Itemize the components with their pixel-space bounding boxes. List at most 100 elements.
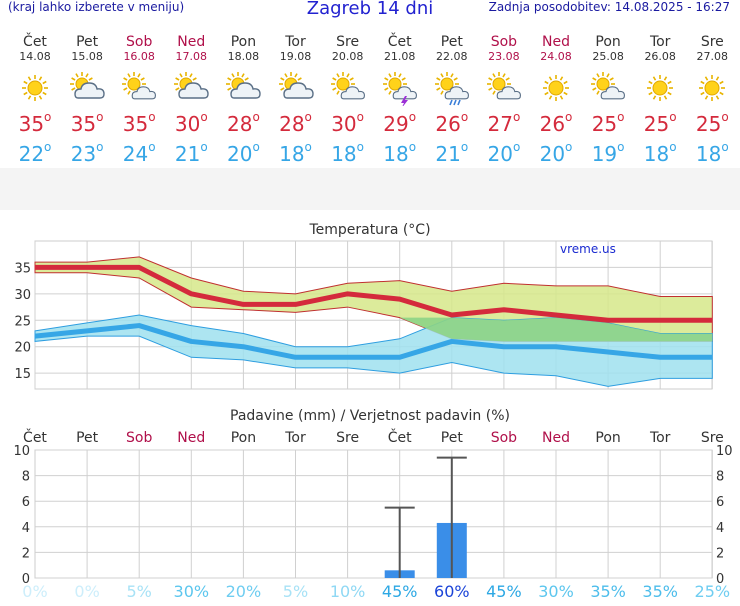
y-tick-label: 15 [14, 367, 31, 382]
max-temp: 35o [9, 112, 61, 136]
degree-symbol: o [617, 140, 624, 154]
sun-cloud-icon [67, 70, 119, 108]
degree-symbol: o [617, 110, 624, 124]
degree-symbol: o [461, 110, 468, 124]
x-tick-label: Sob [126, 430, 152, 446]
precip-probability: 0% [74, 582, 99, 601]
degree-symbol: o [513, 110, 520, 124]
precip-probability: 20% [226, 582, 262, 601]
min-temp-value: 18 [279, 142, 304, 166]
min-temp-value: 18 [383, 142, 408, 166]
y-tick-label-left: 10 [13, 444, 30, 459]
degree-symbol: o [461, 140, 468, 154]
min-temp: 18o [270, 142, 322, 166]
max-temp-value: 25 [644, 112, 669, 136]
day-date: 18.08 [217, 50, 269, 63]
y-tick-label: 35 [14, 261, 31, 276]
max-temp-value: 35 [19, 112, 44, 136]
min-temp: 23o [61, 142, 113, 166]
max-temp-value: 26 [540, 112, 565, 136]
day-date: 17.08 [165, 50, 217, 63]
degree-symbol: o [200, 140, 207, 154]
day-name: Sre [322, 34, 374, 50]
day-name: Pet [61, 34, 113, 50]
day-name: Tor [634, 34, 686, 50]
day-date: 14.08 [9, 50, 61, 63]
max-temp: 29o [374, 112, 426, 136]
max-temp: 30o [165, 112, 217, 136]
sun-icon [692, 70, 740, 108]
max-temp: 25o [686, 112, 738, 136]
y-tick-label-left: 8 [22, 470, 30, 485]
degree-symbol: o [252, 110, 259, 124]
sun-small-cloud-icon [119, 70, 171, 108]
day-name: Pet [426, 34, 478, 50]
day-name: Sob [478, 34, 530, 50]
x-tick-label: Pet [76, 430, 99, 446]
precip-probability: 35% [642, 582, 678, 601]
sun-cloud-icon [223, 70, 275, 108]
degree-symbol: o [669, 110, 676, 124]
max-temp-value: 28 [279, 112, 304, 136]
day-date: 24.08 [530, 50, 582, 63]
degree-symbol: o [96, 140, 103, 154]
precip-probability: 45% [382, 582, 418, 601]
min-temp: 18o [322, 142, 374, 166]
min-temp-value: 18 [696, 142, 721, 166]
day-date: 15.08 [61, 50, 113, 63]
day-date: 22.08 [426, 50, 478, 63]
min-temp: 18o [686, 142, 738, 166]
day-date: 25.08 [582, 50, 634, 63]
day-name: Pon [217, 34, 269, 50]
temperature-chart-title: Temperatura (°C) [308, 222, 430, 238]
day-name: Čet [9, 34, 61, 50]
y-tick-label-right: 10 [716, 444, 733, 459]
max-temp: 26o [426, 112, 478, 136]
max-temp: 35o [61, 112, 113, 136]
sun-cloud-icon [171, 70, 223, 108]
precipitation-chart-title: Padavine (mm) / Verjetnost padavin (%) [230, 408, 510, 424]
watermark: vreme.us [560, 242, 616, 256]
min-temp-value: 23 [71, 142, 96, 166]
max-temp: 28o [270, 112, 322, 136]
degree-symbol: o [305, 140, 312, 154]
degree-symbol: o [721, 110, 728, 124]
max-temp-value: 25 [592, 112, 617, 136]
max-temp-value: 30 [331, 112, 356, 136]
degree-symbol: o [148, 110, 155, 124]
y-tick-label-left: 6 [22, 495, 30, 510]
day-name: Ned [530, 34, 582, 50]
day-date: 19.08 [270, 50, 322, 63]
max-temp: 30o [322, 112, 374, 136]
x-tick-label: Pet [441, 430, 464, 446]
x-tick-label: Čet [388, 428, 412, 446]
precip-probability: 45% [486, 582, 522, 601]
day-date: 23.08 [478, 50, 530, 63]
min-temp: 21o [165, 142, 217, 166]
x-tick-label: Pon [595, 430, 620, 446]
sun-cloud-icon [276, 70, 328, 108]
min-temp-value: 21 [435, 142, 460, 166]
degree-symbol: o [357, 110, 364, 124]
degree-symbol: o [669, 140, 676, 154]
sun-icon [640, 70, 692, 108]
max-temp: 26o [530, 112, 582, 136]
min-temp-value: 20 [487, 142, 512, 166]
precip-probability: 30% [538, 582, 574, 601]
day-name: Sob [113, 34, 165, 50]
degree-symbol: o [148, 140, 155, 154]
x-tick-label: Sre [336, 430, 359, 446]
max-temp: 25o [582, 112, 634, 136]
y-tick-label-right: 2 [716, 546, 724, 561]
min-temp: 22o [9, 142, 61, 166]
max-temp-value: 29 [383, 112, 408, 136]
max-temp: 25o [634, 112, 686, 136]
